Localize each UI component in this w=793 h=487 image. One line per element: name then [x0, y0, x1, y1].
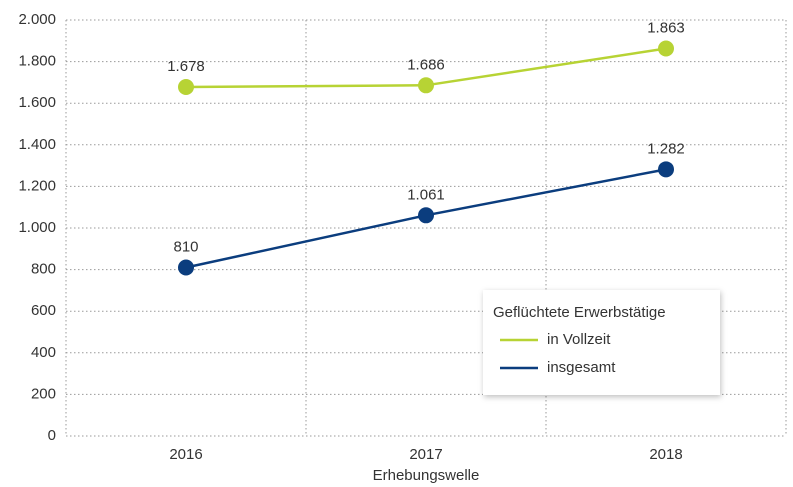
y-tick-label: 1.000: [18, 219, 56, 236]
data-label: 1.282: [647, 140, 685, 157]
y-tick-label: 2.000: [18, 11, 56, 28]
y-tick-label: 400: [31, 344, 56, 361]
legend-box: [483, 290, 720, 395]
x-tick-label: 2018: [649, 446, 682, 463]
y-tick-label: 1.600: [18, 94, 56, 111]
legend-label: insgesamt: [547, 359, 616, 376]
y-tick-label: 1.800: [18, 53, 56, 70]
data-label: 810: [173, 238, 198, 255]
x-tick-label: 2017: [409, 446, 442, 463]
y-tick-label: 800: [31, 261, 56, 278]
data-label: 1.061: [407, 186, 445, 203]
point: [178, 259, 194, 276]
y-tick-label: 600: [31, 302, 56, 319]
y-tick-label: 200: [31, 385, 56, 402]
y-tick-label: 0: [48, 427, 56, 444]
data-label: 1.863: [647, 19, 685, 36]
point: [658, 161, 674, 178]
point: [658, 40, 674, 57]
point: [178, 78, 194, 95]
point: [418, 77, 434, 94]
x-axis-label: Erhebungswelle: [373, 467, 480, 484]
data-label: 1.686: [407, 56, 445, 73]
y-tick-label: 1.400: [18, 136, 56, 153]
x-tick-label: 2016: [169, 446, 202, 463]
legend-label: in Vollzeit: [547, 331, 611, 348]
data-label: 1.678: [167, 58, 205, 75]
point: [418, 207, 434, 224]
legend-title: Geflüchtete Erwerbstätige: [493, 304, 666, 321]
y-tick-label: 1.200: [18, 177, 56, 194]
